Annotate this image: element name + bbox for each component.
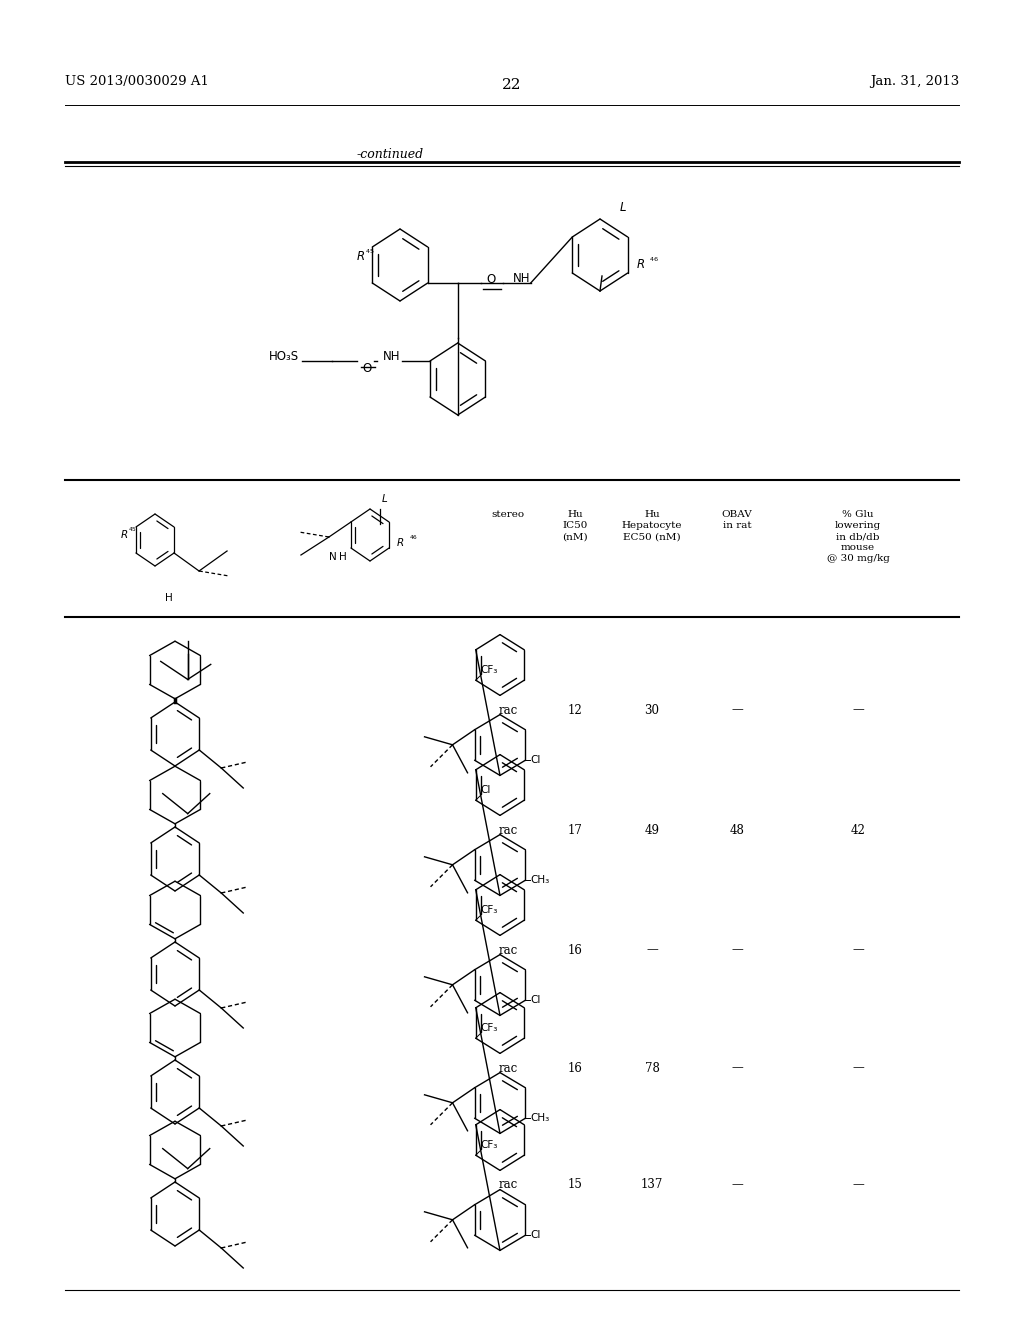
Text: 48: 48: [729, 824, 744, 837]
Text: —: —: [731, 1179, 742, 1192]
Text: —: —: [852, 704, 864, 717]
Text: rac: rac: [499, 944, 517, 957]
Text: Cl: Cl: [530, 1230, 541, 1241]
Text: 49: 49: [644, 824, 659, 837]
Text: 42: 42: [851, 824, 865, 837]
Text: R: R: [397, 539, 404, 548]
Text: rac: rac: [499, 704, 517, 717]
Text: 16: 16: [567, 1061, 583, 1074]
Text: CF₃: CF₃: [480, 906, 498, 915]
Text: $^{46}$: $^{46}$: [409, 535, 418, 543]
Text: rac: rac: [499, 1061, 517, 1074]
Text: 16: 16: [567, 944, 583, 957]
Text: —: —: [852, 944, 864, 957]
Text: stereo: stereo: [492, 510, 524, 519]
Text: CH₃: CH₃: [530, 875, 550, 886]
Text: US 2013/0030029 A1: US 2013/0030029 A1: [65, 75, 209, 88]
Text: O: O: [486, 273, 496, 286]
Text: HO₃S: HO₃S: [269, 351, 299, 363]
Text: N: N: [329, 552, 337, 562]
Text: 15: 15: [567, 1179, 583, 1192]
Text: $^{45}$: $^{45}$: [128, 525, 137, 535]
Text: 137: 137: [641, 1179, 664, 1192]
Text: Jan. 31, 2013: Jan. 31, 2013: [869, 75, 959, 88]
Text: $^{45}$: $^{45}$: [365, 248, 375, 257]
Text: 78: 78: [644, 1061, 659, 1074]
Text: CF₃: CF₃: [480, 1023, 498, 1034]
Text: rac: rac: [499, 824, 517, 837]
Text: —: —: [646, 944, 657, 957]
Text: H: H: [339, 552, 347, 562]
Text: % Glu
lowering
in db/db
mouse
@ 30 mg/kg: % Glu lowering in db/db mouse @ 30 mg/kg: [826, 510, 890, 564]
Text: —: —: [852, 1179, 864, 1192]
Text: H: H: [165, 593, 173, 603]
Text: R: R: [637, 259, 645, 272]
Text: L: L: [382, 494, 388, 504]
Text: rac: rac: [499, 1179, 517, 1192]
Text: Cl: Cl: [530, 995, 541, 1006]
Text: CH₃: CH₃: [530, 1113, 550, 1123]
Text: R: R: [121, 531, 128, 540]
Text: O: O: [362, 362, 372, 375]
Text: —: —: [731, 704, 742, 717]
Text: 22: 22: [502, 78, 522, 92]
Text: NH: NH: [513, 272, 530, 285]
Text: CF₃: CF₃: [480, 665, 498, 676]
Text: $^{46}$: $^{46}$: [649, 256, 658, 265]
Text: Cl: Cl: [530, 755, 541, 766]
Text: 30: 30: [644, 704, 659, 717]
Text: NH: NH: [383, 351, 400, 363]
Text: Hu
Hepatocyte
EC50 (nM): Hu Hepatocyte EC50 (nM): [622, 510, 682, 541]
Text: —: —: [731, 1061, 742, 1074]
Text: -continued: -continued: [356, 148, 424, 161]
Text: —: —: [852, 1061, 864, 1074]
Text: Hu
IC50
(nM): Hu IC50 (nM): [562, 510, 588, 541]
Text: CF₃: CF₃: [480, 1140, 498, 1150]
Text: 12: 12: [567, 704, 583, 717]
Text: R: R: [357, 251, 365, 264]
Text: 17: 17: [567, 824, 583, 837]
Text: OBAV
in rat: OBAV in rat: [722, 510, 753, 531]
Text: L: L: [620, 201, 626, 214]
Text: —: —: [731, 944, 742, 957]
Text: Cl: Cl: [480, 785, 492, 795]
